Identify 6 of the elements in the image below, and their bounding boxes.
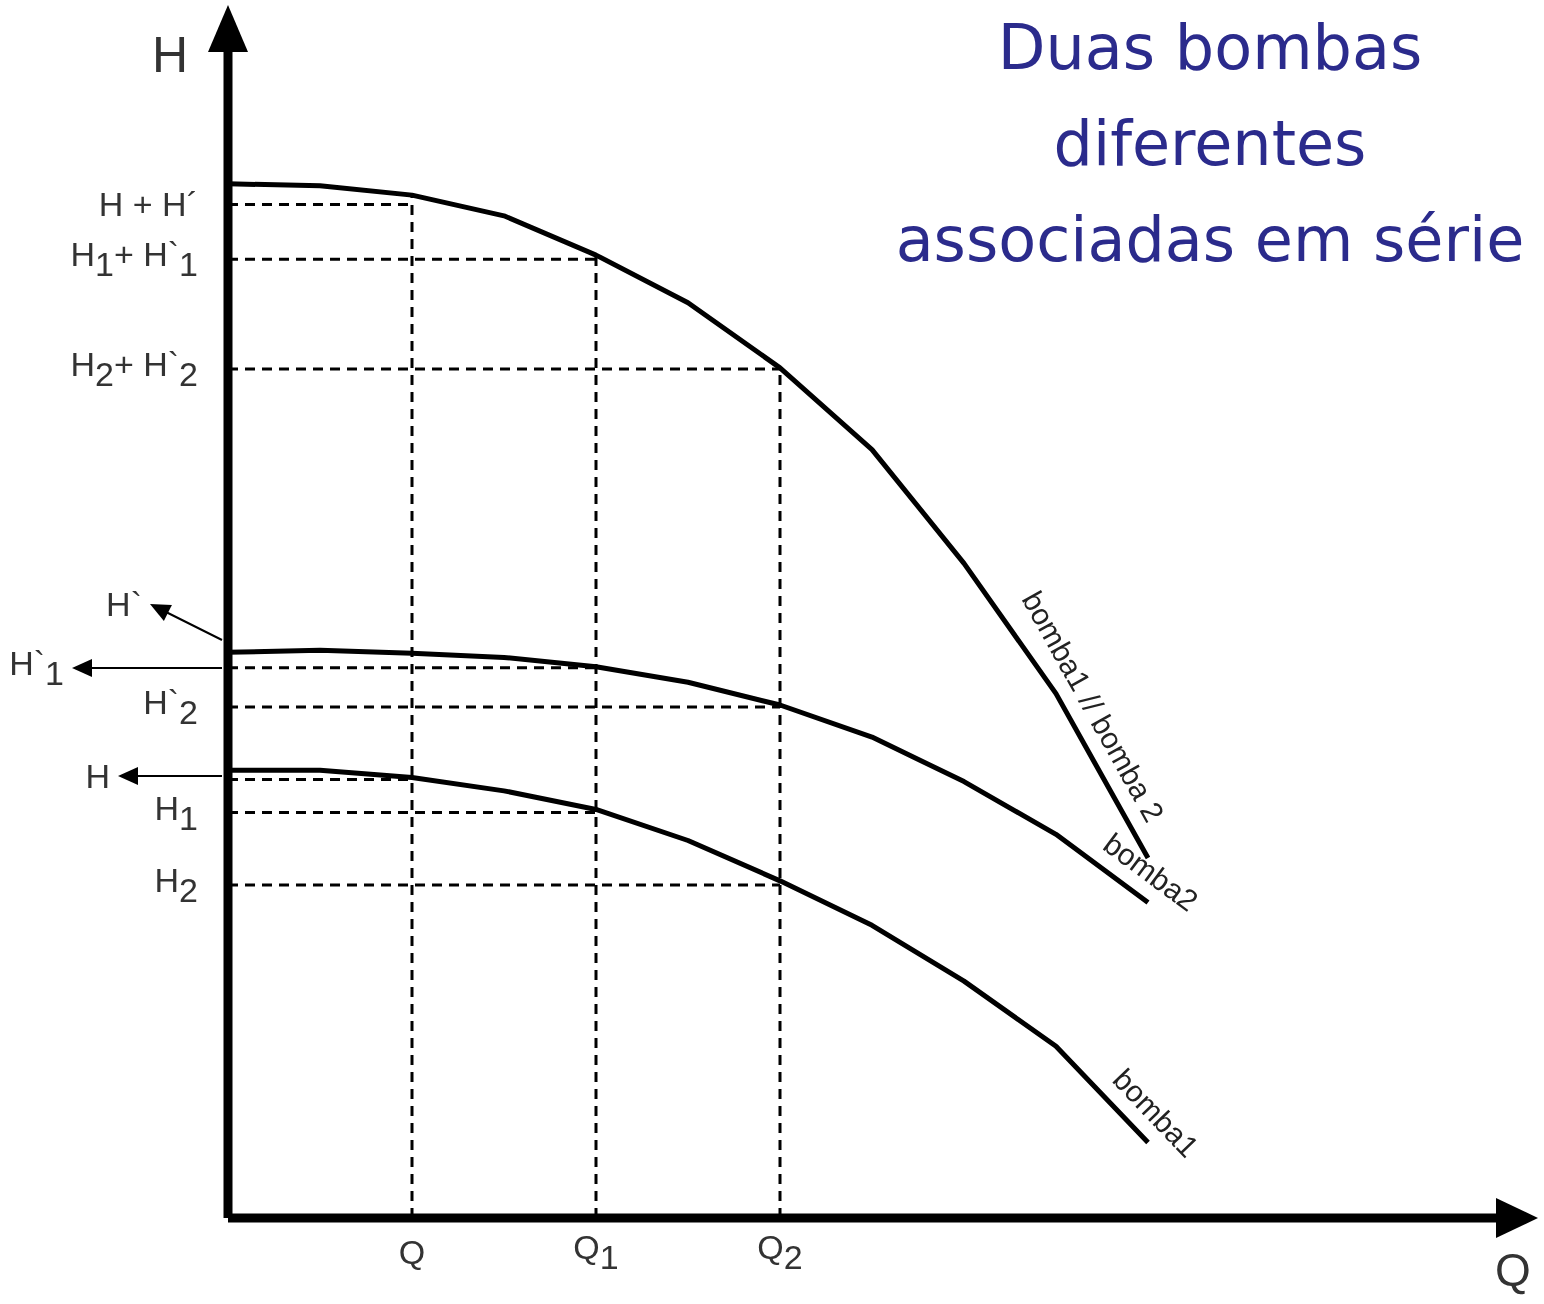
y-axis-title: H [151, 27, 188, 83]
text: H` [106, 585, 142, 623]
x-tick-label: Q [398, 1233, 426, 1271]
ref-line-label: H + H´ [98, 185, 198, 224]
text: H [85, 757, 110, 795]
chart-title: Duas bombas diferentes associadas em série [894, 10, 1526, 279]
